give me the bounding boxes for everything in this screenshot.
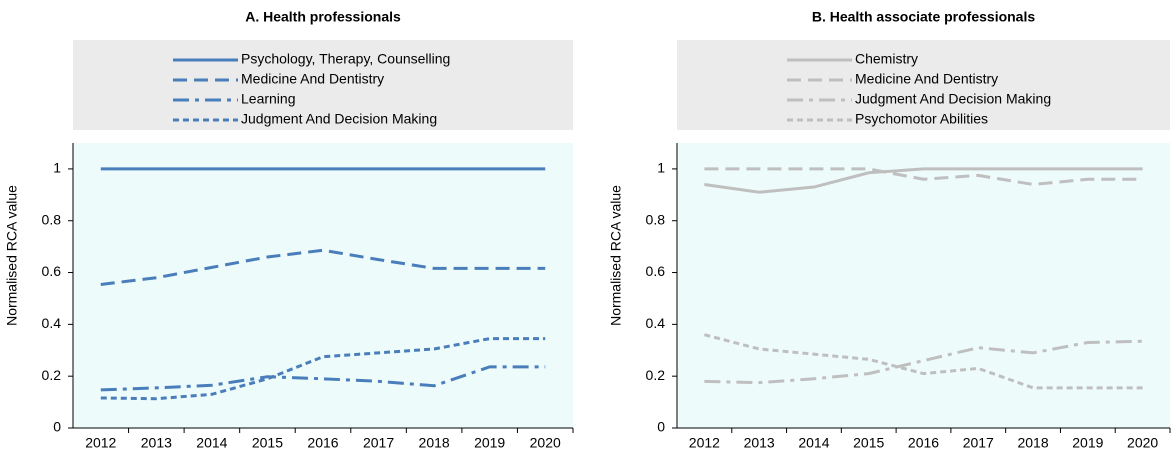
x-tick-label: 2019 <box>474 435 505 451</box>
x-tick-label: 2018 <box>1017 435 1048 451</box>
legend-box <box>73 40 573 130</box>
plot-area <box>677 143 1170 428</box>
x-tick-label: 2014 <box>798 435 829 451</box>
x-tick-label: 2017 <box>963 435 994 451</box>
y-tick-label: 0.2 <box>42 367 62 383</box>
chart-title: B. Health associate professionals <box>812 9 1036 25</box>
y-axis-label: Normalised RCA value <box>4 185 20 326</box>
y-tick-label: 0 <box>53 419 61 435</box>
plot-area <box>73 143 573 428</box>
series-line <box>704 167 1143 194</box>
y-axis-label: Normalised RCA value <box>608 185 624 326</box>
legend-label: Psychomotor Abilities <box>855 111 988 127</box>
x-tick-label: 2012 <box>85 435 116 451</box>
y-tick-label: 0.2 <box>646 367 666 383</box>
series-line <box>704 167 1143 186</box>
y-tick-label: 0 <box>657 419 665 435</box>
x-tick-label: 2016 <box>908 435 939 451</box>
y-tick-label: 0.6 <box>646 263 666 279</box>
y-tick-label: 1 <box>53 160 61 176</box>
legend-label: Judgment And Decision Making <box>855 91 1051 107</box>
y-tick-label: 0.8 <box>42 211 62 227</box>
x-tick-label: 2020 <box>1127 435 1158 451</box>
y-tick-label: 0.4 <box>42 315 62 331</box>
x-tick-label: 2020 <box>530 435 561 451</box>
series-line <box>704 333 1143 390</box>
x-tick-label: 2013 <box>141 435 172 451</box>
x-tick-label: 2019 <box>1072 435 1103 451</box>
series-line <box>100 365 546 392</box>
series-line <box>100 248 546 286</box>
x-tick-label: 2013 <box>744 435 775 451</box>
y-tick-label: 1 <box>657 160 665 176</box>
x-tick-label: 2014 <box>196 435 227 451</box>
legend-label: Medicine And Dentistry <box>241 71 384 87</box>
legend-label: Judgment And Decision Making <box>241 111 437 127</box>
x-tick-label: 2015 <box>252 435 283 451</box>
legend-box <box>677 40 1170 130</box>
legend-label: Medicine And Dentistry <box>855 71 998 87</box>
series-line <box>704 339 1143 385</box>
x-tick-label: 2017 <box>363 435 394 451</box>
y-tick-label: 0.6 <box>42 263 62 279</box>
x-tick-label: 2018 <box>419 435 450 451</box>
legend-label: Psychology, Therapy, Counselling <box>241 51 450 67</box>
chart-title: A. Health professionals <box>245 9 401 25</box>
legend-label: Chemistry <box>855 51 918 67</box>
y-tick-label: 0.8 <box>646 211 666 227</box>
x-tick-label: 2015 <box>853 435 884 451</box>
series-line <box>100 337 546 401</box>
legend-label: Learning <box>241 91 296 107</box>
x-tick-label: 2016 <box>307 435 338 451</box>
y-tick-label: 0.4 <box>646 315 666 331</box>
x-tick-label: 2012 <box>689 435 720 451</box>
